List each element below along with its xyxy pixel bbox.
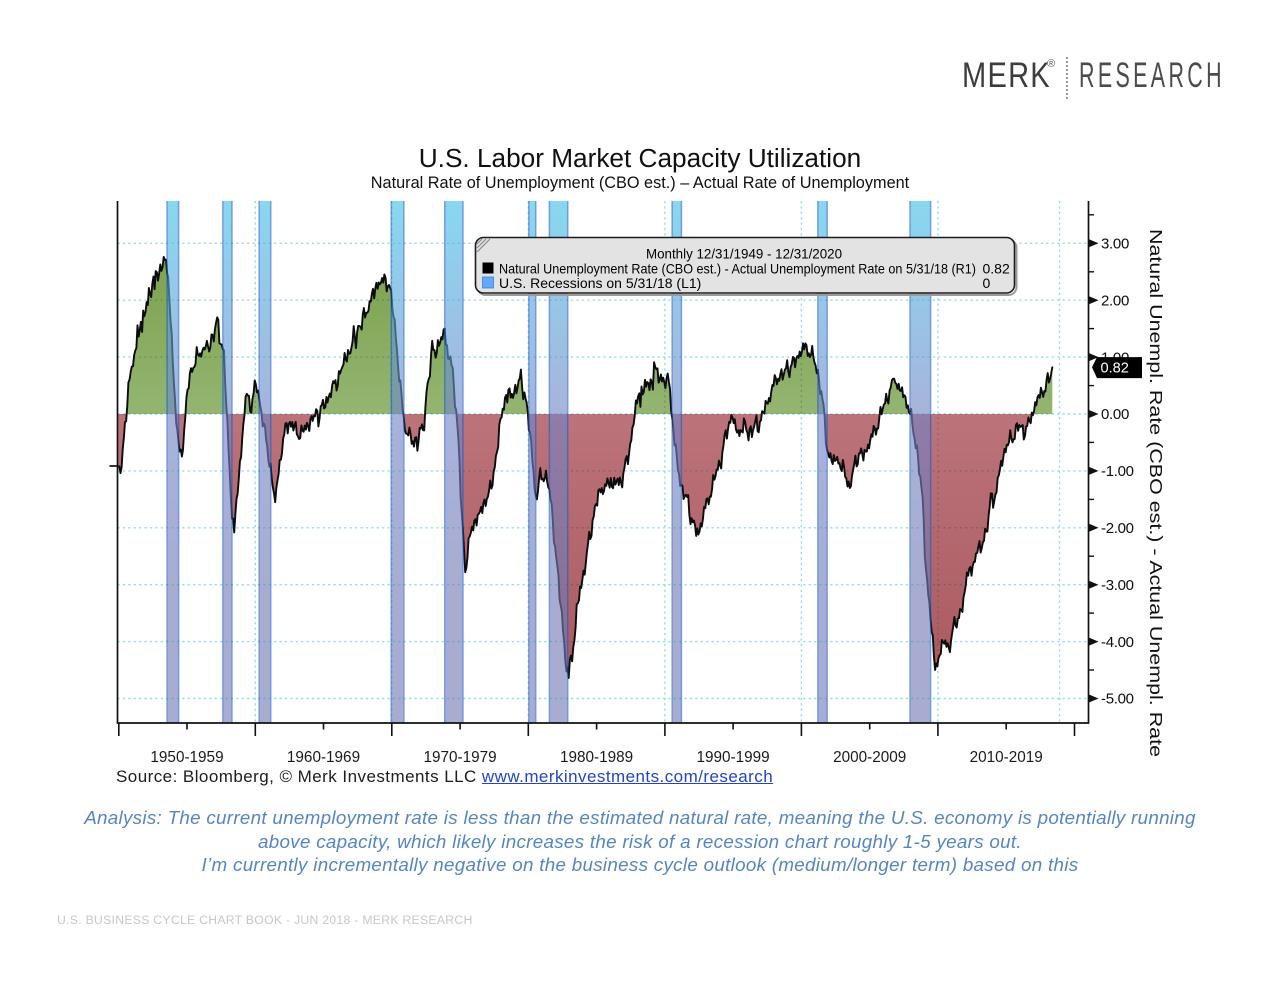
svg-text:0.00: 0.00 [1101, 406, 1129, 423]
svg-text:-2.00: -2.00 [1101, 520, 1134, 537]
svg-text:1950-1959: 1950-1959 [150, 749, 223, 766]
svg-text:-1.00: -1.00 [1101, 463, 1134, 480]
svg-text:2010-2019: 2010-2019 [970, 749, 1043, 766]
svg-text:Natural Unempl. Rate (CBO est.: Natural Unempl. Rate (CBO est.) - Actual… [1146, 229, 1166, 757]
svg-text:U.S. Recessions on 5/31/18 (L1: U.S. Recessions on 5/31/18 (L1) [499, 275, 701, 291]
svg-text:0.82: 0.82 [983, 261, 1010, 277]
svg-text:1970-1979: 1970-1979 [424, 749, 497, 766]
svg-text:1980-1989: 1980-1989 [560, 749, 633, 766]
svg-text:-4.00: -4.00 [1101, 634, 1134, 651]
svg-text:Monthly 12/31/1949 - 12/31/202: Monthly 12/31/1949 - 12/31/2020 [646, 246, 842, 262]
svg-text:-3.00: -3.00 [1101, 577, 1134, 594]
svg-text:2000-2009: 2000-2009 [833, 749, 906, 766]
svg-text:0: 0 [983, 275, 991, 291]
svg-text:1990-1999: 1990-1999 [697, 749, 770, 766]
svg-text:-5.00: -5.00 [1101, 691, 1134, 708]
svg-text:Natural Unemployment Rate (CBO: Natural Unemployment Rate (CBO est.) - A… [499, 261, 976, 277]
svg-text:0.82: 0.82 [1101, 361, 1129, 377]
svg-text:1960-1969: 1960-1969 [287, 749, 360, 766]
svg-text:2.00: 2.00 [1101, 292, 1129, 309]
svg-text:3.00: 3.00 [1101, 236, 1129, 253]
